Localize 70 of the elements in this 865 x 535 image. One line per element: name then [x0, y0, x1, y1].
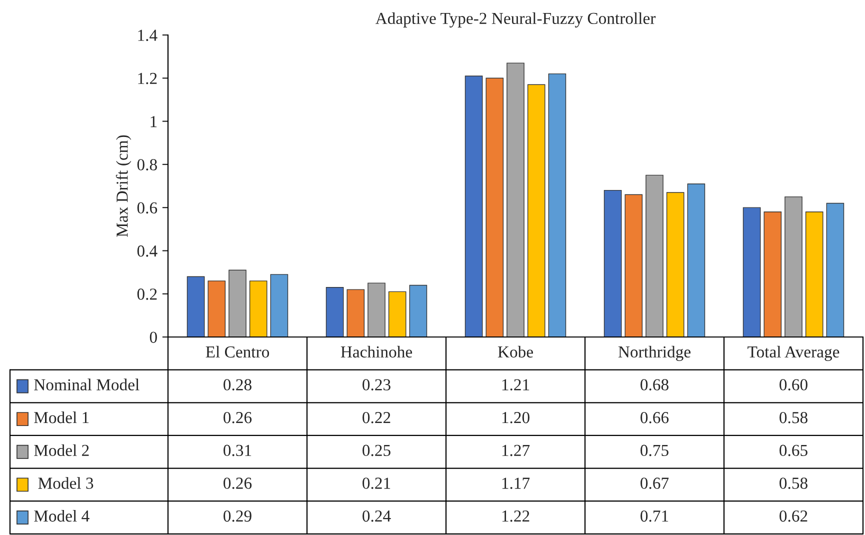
y-tick-label: 0.2: [137, 288, 157, 300]
data-label: 1.17: [502, 478, 530, 489]
y-tick-label: 0.8: [137, 159, 157, 170]
bar: [764, 212, 782, 337]
data-label: 0.31: [224, 444, 252, 456]
bar: [742, 207, 761, 337]
bar: [409, 284, 428, 337]
bar: [270, 274, 288, 337]
y-tick-label: 1.2: [138, 72, 157, 84]
y-axis-title: Max Drift (cm): [116, 135, 132, 237]
data-label: 0.22: [362, 412, 390, 424]
bar: [326, 287, 344, 337]
bar: [464, 76, 483, 337]
data-label: 0.71: [640, 510, 668, 522]
legend-label: Model 4: [34, 510, 90, 522]
bar: [826, 202, 844, 337]
legend-label: Model 2: [34, 444, 89, 456]
data-label: 0.58: [780, 478, 808, 489]
bar: [249, 280, 268, 337]
bar: [666, 192, 684, 337]
x-tick-label: Total Average: [748, 346, 840, 361]
bar: [346, 289, 365, 337]
data-label: 0.24: [362, 510, 391, 522]
bar: [646, 174, 664, 337]
data-label: 0.60: [780, 379, 808, 390]
legend-label: Model 3: [38, 477, 94, 489]
bar: [805, 212, 824, 337]
data-label: 0.26: [224, 412, 252, 424]
data-label: 0.29: [224, 510, 252, 522]
data-label: 0.26: [224, 478, 252, 489]
data-label: 1.20: [502, 412, 530, 424]
bar: [527, 84, 546, 337]
bar: [506, 62, 524, 337]
bar: [228, 270, 246, 337]
x-tick-label: El Centro: [206, 346, 270, 358]
y-tick-label: 1.4: [138, 30, 158, 42]
bar: [186, 276, 205, 337]
data-label: 0.25: [362, 444, 390, 456]
data-label: 0.75: [640, 444, 668, 456]
data-label: 0.62: [780, 510, 808, 522]
bar: [548, 73, 566, 337]
bar: [388, 291, 406, 337]
bar: [604, 190, 622, 337]
data-label: 0.21: [362, 478, 390, 489]
bar: [208, 280, 226, 337]
y-tick-label: 0: [150, 332, 157, 343]
bar: [486, 78, 504, 337]
bar: [687, 183, 706, 337]
data-label: 0.58: [780, 412, 808, 424]
data-label: 0.28: [224, 379, 252, 390]
x-tick-label: Hachinohe: [340, 346, 412, 358]
data-label: 0.66: [640, 412, 669, 424]
x-tick-label: Kobe: [498, 346, 533, 358]
data-label: 1.22: [502, 510, 530, 522]
x-tick-label: Northridge: [618, 346, 690, 361]
data-label: 1.21: [502, 379, 530, 390]
y-tick-label: 0.4: [137, 245, 158, 257]
legend-label: Model 1: [34, 411, 89, 424]
chart-title: Adaptive Type-2 Neural-Fuzzy Controller: [375, 12, 656, 28]
bar: [368, 282, 386, 337]
bar: [624, 194, 643, 337]
bar: [784, 196, 802, 337]
y-tick-label: 1: [150, 116, 157, 128]
data-label: 0.65: [780, 444, 808, 456]
data-label: 1.27: [502, 444, 530, 456]
data-label: 0.68: [640, 379, 668, 390]
legend-label: Nominal Model: [34, 378, 140, 390]
data-label: 0.23: [362, 379, 390, 390]
data-label: 0.67: [640, 478, 669, 489]
y-tick-label: 0.6: [137, 202, 158, 214]
